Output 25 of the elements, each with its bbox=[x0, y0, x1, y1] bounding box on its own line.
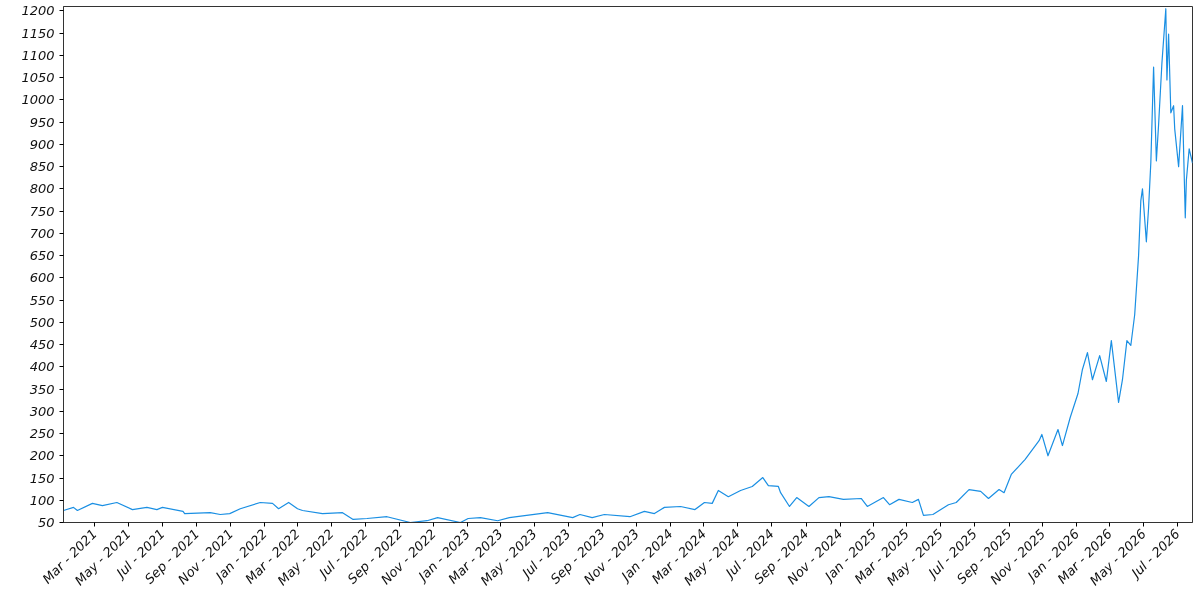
y-tick-label: 600 bbox=[29, 270, 55, 286]
y-tick-label: 1050 bbox=[21, 70, 55, 86]
y-tick-label: 900 bbox=[29, 136, 55, 152]
y-tick-label: 850 bbox=[29, 159, 55, 175]
y-tick-label: 1000 bbox=[21, 92, 55, 108]
y-tick-label: 150 bbox=[29, 470, 55, 486]
y-tick-label: 650 bbox=[29, 248, 55, 264]
y-tick-label: 800 bbox=[29, 181, 55, 197]
line-series bbox=[63, 8, 1193, 523]
y-tick-label: 300 bbox=[29, 403, 55, 419]
y-tick-label: 950 bbox=[29, 114, 55, 130]
y-tick-label: 750 bbox=[29, 203, 55, 219]
y-tick-label: 1200 bbox=[21, 3, 55, 19]
y-tick-label: 100 bbox=[29, 492, 55, 508]
y-tick-label: 50 bbox=[37, 515, 55, 530]
y-tick-label: 550 bbox=[29, 292, 55, 308]
y-tick-label: 400 bbox=[29, 359, 55, 375]
y-tick-label: 700 bbox=[29, 225, 55, 241]
y-tick-label: 450 bbox=[29, 337, 55, 353]
y-tick-label: 500 bbox=[29, 314, 55, 330]
y-tick-label: 250 bbox=[29, 426, 55, 442]
y-tick-label: 200 bbox=[29, 448, 55, 464]
y-tick-label: 1100 bbox=[21, 47, 55, 63]
y-tick-label: 1150 bbox=[21, 25, 55, 41]
y-tick-label: 350 bbox=[29, 381, 55, 397]
